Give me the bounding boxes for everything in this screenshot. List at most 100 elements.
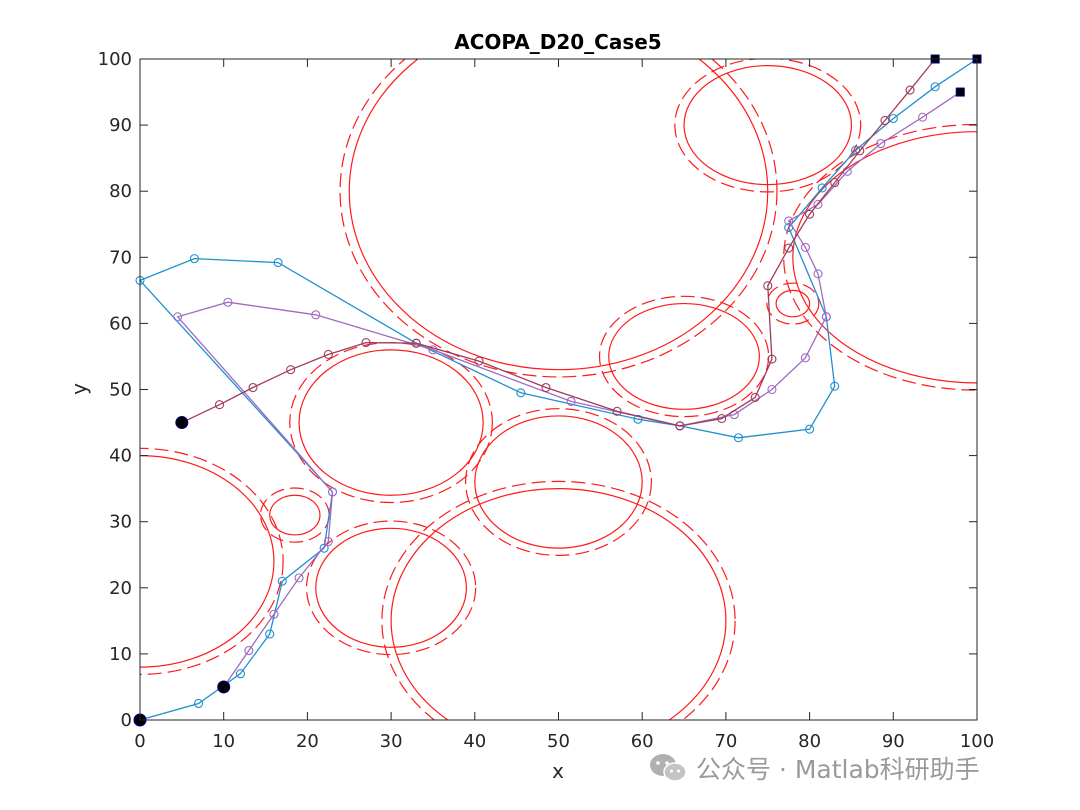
path-line-0 [138, 58, 978, 721]
y-tick-label-100: 100 [98, 49, 132, 70]
path-2-point-17 [830, 178, 840, 188]
path-2-point-5 [361, 338, 371, 348]
start-marker-1 [217, 680, 231, 694]
path-0-point-15 [805, 424, 815, 434]
x-tick-label-30: 30 [380, 731, 403, 752]
obstacle-3 [608, 302, 760, 410]
path-1-point-14 [800, 353, 810, 363]
y-tick-label-10: 10 [109, 644, 132, 665]
watermark: 公众号 · Matlab科研助手 [648, 750, 980, 786]
path-1-point-7 [223, 297, 233, 307]
path-1-point-15 [821, 312, 831, 322]
path-0-point-16 [830, 381, 840, 391]
x-tick-label-80: 80 [798, 731, 821, 752]
path-2-point-20 [905, 85, 915, 95]
path-0-point-11 [516, 388, 526, 398]
path-2-point-11 [717, 414, 727, 424]
y-tick-label-20: 20 [109, 578, 132, 599]
path-1-point-19 [813, 199, 823, 209]
obstacle-8 [269, 494, 321, 536]
obstacle-margin-0 [339, 59, 778, 378]
watermark-text: 公众号 · Matlab科研助手 [696, 755, 980, 784]
path-1-point-4 [323, 536, 333, 547]
path-0-point-3 [265, 629, 275, 639]
y-tick-label-60: 60 [109, 313, 132, 334]
path-2-point-10 [675, 421, 685, 431]
y-tick-label-50: 50 [109, 380, 132, 401]
x-tick-label-0: 0 [134, 731, 145, 752]
path-0-point-21 [888, 113, 898, 124]
path-2-point-4 [323, 349, 333, 360]
obstacle-margin-9 [305, 520, 477, 656]
x-tick-label-70: 70 [714, 731, 737, 752]
path-2-point-19 [880, 115, 890, 126]
path-2-point-3 [286, 365, 296, 375]
path-1-point-2 [269, 609, 279, 619]
path-1-point-22 [918, 112, 928, 122]
wechat-icon [650, 754, 687, 782]
obstacle-margin-6 [464, 408, 653, 557]
x-axis-label: x [552, 759, 564, 783]
y-tick-label-70: 70 [109, 247, 132, 268]
path-2-point-15 [784, 243, 794, 253]
path-1-point-18 [784, 216, 794, 226]
path-2-point-14 [763, 281, 773, 291]
path-2-point-16 [805, 209, 815, 219]
obstacle-10 [390, 488, 727, 720]
x-tick-label-50: 50 [547, 731, 570, 752]
path-0-point-14 [733, 433, 744, 443]
path-2-point-18 [855, 146, 865, 156]
y-tick-label-30: 30 [109, 512, 132, 533]
y-axis-label: y [67, 383, 91, 395]
path-2-point-6 [411, 338, 421, 348]
path-1-point-16 [813, 269, 823, 279]
obstacle-9 [315, 527, 468, 648]
obstacle-4 [775, 289, 811, 318]
path-1-point-10 [566, 396, 576, 406]
x-tick-label-60: 60 [631, 731, 654, 752]
obstacles [140, 59, 977, 720]
y-tick-label-0: 0 [121, 710, 132, 731]
path-1-point-21 [876, 139, 886, 149]
path-0-point-22 [930, 82, 940, 92]
obstacle-margin-7 [140, 447, 284, 675]
path-0-point-8 [189, 254, 199, 264]
chart-title: ACOPA_D20_Case5 [454, 30, 661, 54]
x-tick-label-20: 20 [296, 731, 319, 752]
path-1-point-9 [428, 345, 438, 355]
x-tick-label-10: 10 [212, 731, 235, 752]
path-1-point-13 [767, 384, 777, 395]
x-tick-label-40: 40 [463, 731, 486, 752]
obstacle-5 [298, 349, 484, 496]
y-tick-label-80: 80 [109, 181, 132, 202]
obstacle-0 [348, 59, 769, 371]
path-1-point-8 [311, 310, 321, 320]
path-0-point-5 [319, 543, 329, 553]
x-tick-label-100: 100 [960, 731, 994, 752]
y-tick-label-40: 40 [109, 446, 132, 467]
obstacle-margin-1 [674, 59, 862, 193]
start-marker-2 [175, 416, 189, 430]
plot-area [140, 59, 977, 720]
x-tick-label-90: 90 [882, 731, 905, 752]
path-2-point-7 [474, 356, 484, 366]
path-2-point-1 [214, 400, 225, 410]
path-0-point-9 [273, 258, 283, 268]
path-2-point-9 [612, 406, 622, 416]
obstacle-1 [683, 65, 853, 186]
obstacle-margin-4 [766, 282, 820, 325]
path-1-point-1 [244, 646, 254, 656]
path-0-point-1 [194, 698, 204, 709]
path-0-point-2 [235, 669, 245, 679]
obstacle-margin-10 [381, 480, 736, 720]
obstacle-7 [140, 455, 275, 668]
obstacle-6 [474, 415, 643, 549]
path-1-point-17 [800, 242, 810, 252]
path-1-point-6 [173, 312, 183, 322]
path-1-point-5 [327, 487, 338, 497]
path-0-point-12 [633, 414, 643, 424]
path-2-point-2 [248, 382, 258, 393]
path-0-point-4 [277, 576, 287, 586]
path-2-point-8 [541, 382, 551, 393]
